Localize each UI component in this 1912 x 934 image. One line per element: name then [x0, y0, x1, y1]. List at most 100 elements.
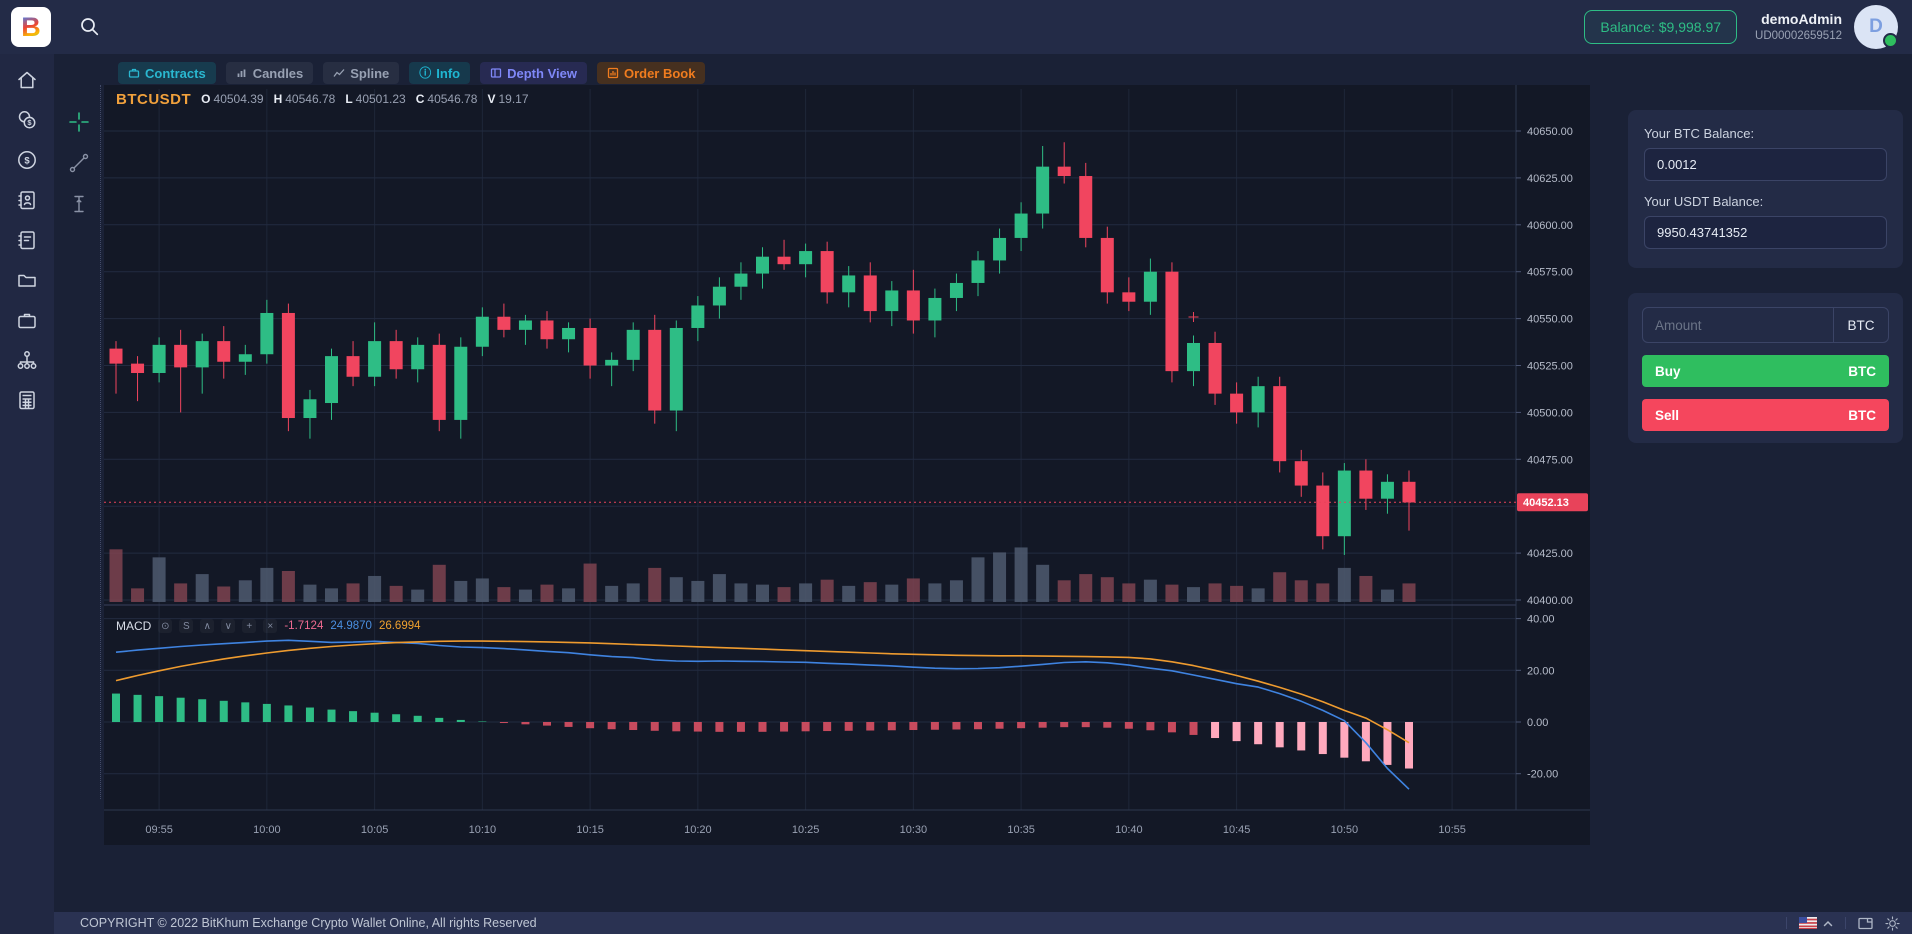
svg-text:10:25: 10:25 [792, 824, 820, 836]
balance-button[interactable]: Balance: $9,998.97 [1584, 10, 1738, 44]
sitemap-icon [15, 348, 39, 372]
svg-text:10:55: 10:55 [1438, 824, 1466, 836]
footer-separator [1786, 917, 1787, 929]
macd-label: MACD [116, 619, 152, 633]
svg-text:40600.00: 40600.00 [1527, 220, 1573, 232]
svg-text:40575.00: 40575.00 [1527, 267, 1573, 279]
candles-icon [236, 67, 248, 79]
svg-text:40625.00: 40625.00 [1527, 173, 1573, 185]
svg-text:$: $ [24, 155, 30, 166]
svg-text:40650.00: 40650.00 [1527, 126, 1573, 138]
svg-text:10:00: 10:00 [253, 824, 281, 836]
svg-text:$: $ [27, 118, 32, 127]
btc-balance-field[interactable] [1644, 148, 1887, 181]
sidebar-item-reports[interactable] [14, 387, 40, 413]
coins-icon: $ [15, 108, 39, 132]
tab-order-book[interactable]: Order Book [596, 62, 706, 84]
macd-move-down-icon[interactable]: ∨ [221, 619, 236, 633]
fullscreen-icon [1858, 917, 1873, 930]
sidebar-item-contacts[interactable] [14, 187, 40, 213]
sidebar-item-briefcase[interactable] [14, 307, 40, 333]
sidebar-item-wallet[interactable] [14, 267, 40, 293]
contact-book-icon [15, 188, 39, 212]
open-key: O [201, 92, 211, 106]
journal-icon [15, 228, 39, 252]
sell-unit: BTC [1848, 407, 1876, 423]
macd-hist-value: -1.7124 [284, 620, 324, 632]
tab-spline[interactable]: Spline [323, 62, 400, 84]
text-tool[interactable] [66, 191, 92, 217]
trendline-tool[interactable] [66, 150, 92, 176]
user-block[interactable]: demoAdmin UD00002659512 [1755, 11, 1842, 43]
svg-text:10:45: 10:45 [1223, 824, 1251, 836]
macd-move-up-icon[interactable]: ∧ [200, 619, 215, 633]
sidebar-item-dollar[interactable]: $ [14, 147, 40, 173]
app-logo[interactable]: B [11, 7, 51, 47]
sidebar-item-network[interactable] [14, 347, 40, 373]
tab-depth-view[interactable]: Depth View [480, 62, 587, 84]
svg-text:40500.00: 40500.00 [1527, 407, 1573, 419]
theme-toggle[interactable] [1885, 915, 1900, 931]
sidebar-item-home[interactable] [14, 67, 40, 93]
chart-tools [66, 109, 92, 217]
price-chart-canvas[interactable]: 40452.13 40650.00 40625.00 40600.00 40575.00… [104, 85, 1590, 845]
sell-button[interactable]: Sell BTC [1642, 399, 1889, 431]
svg-text:10:10: 10:10 [469, 824, 497, 836]
open-value: 40504.39 [213, 92, 264, 106]
crosshair-tool[interactable] [66, 109, 92, 135]
svg-text:09:55: 09:55 [145, 824, 173, 836]
wallet-icon [15, 268, 39, 292]
tab-info[interactable]: ⓘ Info [409, 62, 471, 84]
language-selector[interactable] [1799, 917, 1833, 929]
macd-close-icon[interactable]: × [263, 619, 278, 633]
footer-separator [1845, 917, 1846, 929]
username: demoAdmin [1761, 11, 1842, 28]
svg-text:10:30: 10:30 [900, 824, 928, 836]
chevron-up-icon [1823, 920, 1833, 927]
buy-label: Buy [1655, 363, 1681, 379]
close-key: C [415, 92, 425, 106]
top-bar: B Balance: $9,998.97 demoAdmin UD0000265… [0, 0, 1912, 54]
tab-contracts[interactable]: Contracts [118, 62, 216, 84]
footer-bar: COPYRIGHT © 2022 BitKhum Exchange Crypto… [54, 912, 1912, 934]
tab-label: Info [436, 65, 461, 81]
svg-text:0.00: 0.00 [1527, 717, 1548, 729]
low-value: 40501.23 [355, 92, 406, 106]
buy-button[interactable]: Buy BTC [1642, 355, 1889, 387]
sun-icon [1885, 915, 1900, 931]
volume-key: V [487, 92, 496, 106]
svg-text:40425.00: 40425.00 [1527, 548, 1573, 560]
tab-candles[interactable]: Candles [225, 62, 314, 84]
macd-line-value: 24.9870 [330, 620, 372, 632]
tools-separator [100, 85, 101, 799]
macd-settings-icon[interactable]: S [179, 619, 194, 633]
svg-text:-20.00: -20.00 [1527, 769, 1558, 781]
usdt-balance-field[interactable] [1644, 216, 1887, 249]
logo-letter: B [21, 11, 41, 42]
sidebar-item-journal[interactable] [14, 227, 40, 253]
svg-text:10:05: 10:05 [361, 824, 389, 836]
avatar-letter: D [1869, 16, 1883, 37]
avatar[interactable]: D [1854, 5, 1898, 49]
amount-unit: BTC [1833, 308, 1888, 342]
svg-text:40400.00: 40400.00 [1527, 595, 1573, 607]
sidebar-item-coins[interactable]: $ [14, 107, 40, 133]
fullscreen-button[interactable] [1858, 917, 1873, 930]
text-cursor-icon [67, 192, 91, 216]
copyright-text: COPYRIGHT © 2022 BitKhum Exchange Crypto… [80, 916, 537, 930]
calculator-icon [15, 388, 39, 412]
svg-text:40525.00: 40525.00 [1527, 361, 1573, 373]
macd-add-icon[interactable]: + [242, 619, 257, 633]
macd-visibility-icon[interactable]: ⊙ [158, 619, 173, 633]
main-content: Contracts Candles Spline ⓘ Info Depth Vie… [54, 54, 1912, 934]
tab-label: Contracts [145, 65, 206, 81]
amount-input[interactable] [1643, 308, 1833, 342]
tab-label: Candles [252, 65, 304, 81]
spline-icon [333, 67, 345, 79]
svg-text:10:35: 10:35 [1007, 824, 1035, 836]
svg-text:10:20: 10:20 [684, 824, 712, 836]
search-button[interactable] [77, 14, 103, 40]
online-status-dot [1883, 33, 1898, 48]
